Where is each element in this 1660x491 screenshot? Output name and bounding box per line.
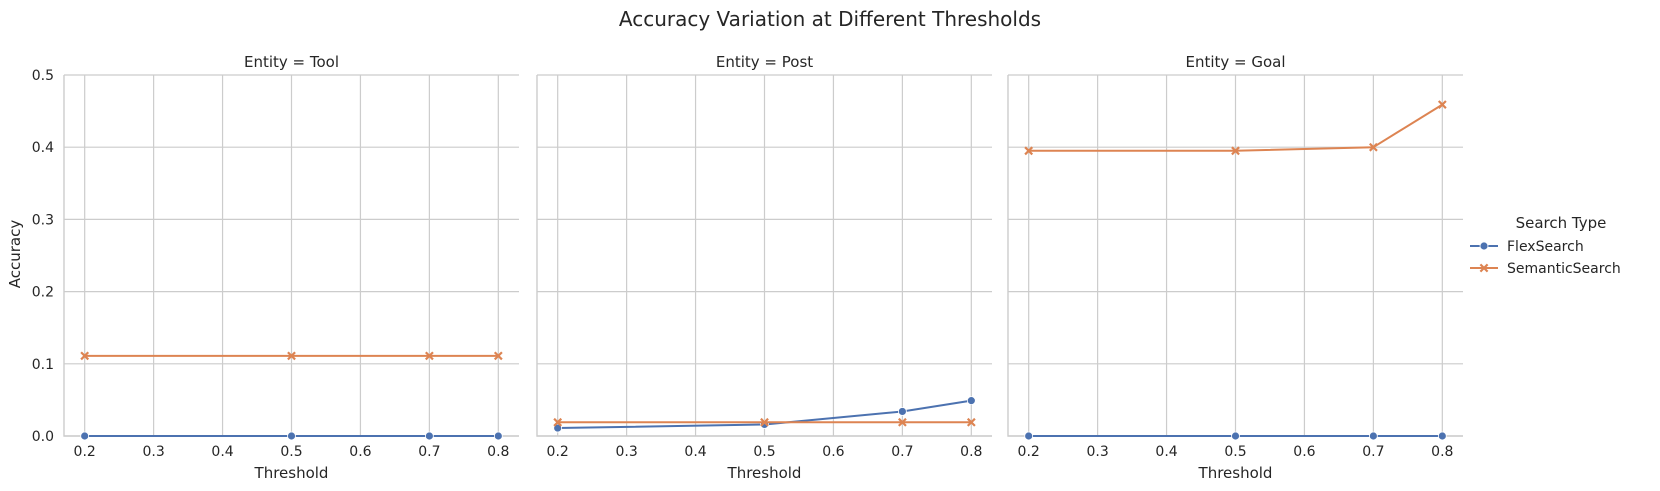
x-tick-label: 0.6 [349,444,371,460]
data-point-flexsearch [424,431,434,441]
data-point-semanticsearch [425,351,434,361]
data-point-semanticsearch [966,417,976,427]
x-tick-label: 0.5 [1224,444,1246,460]
legend-label: SemanticSearch [1507,261,1621,277]
x-tick-label: 0.7 [891,444,913,460]
x-tick-label: 0.8 [487,444,509,460]
y-tick-label: 0.4 [32,140,54,156]
x-tick-label: 0.4 [211,444,233,460]
axis-spine [536,75,992,437]
x-tick-label: 0.4 [684,444,706,460]
data-point-semanticsearch [493,351,503,361]
data-point-flexsearch [287,431,296,441]
series-line-flexsearch [557,399,972,430]
data-point-semanticsearch [1231,146,1240,156]
x-tick-label: 0.5 [753,444,775,460]
panel-title: Entity = Goal [1185,53,1285,71]
y-tick-label: 0.5 [32,68,54,84]
data-point-flexsearch [553,423,563,433]
x-tick-label: 0.2 [74,444,96,460]
x-axis-label: Threshold [1198,464,1273,482]
panels: 0.2 0.3 0.4 0.5 0.6 0.7 0.8 0.0 0.1 0.2 0.3 0.4 0.5 E… [32,53,1463,482]
data-point-flexsearch [1437,431,1447,441]
x-tick-label: 0.2 [547,444,569,460]
data-point-flexsearch [493,431,503,441]
legend-entry-flexsearch: FlexSearch [1470,239,1584,255]
panel-2: 0.2 0.3 0.4 0.5 0.6 0.7 0.8 Entity = Post Thresh… [536,53,992,482]
x-tick-label: 0.7 [418,444,440,460]
x-tick-label: 0.3 [142,444,164,460]
y-tick-label: 0.0 [32,429,54,445]
legend: Search Type FlexSearch SemanticSearch [1470,214,1621,277]
series-line-semanticsearch [1028,103,1443,152]
legend-entry-semanticsearch: SemanticSearch [1470,261,1621,277]
x-axis-label: Threshold [254,464,329,482]
data-point-flexsearch [1024,431,1034,441]
x-tick-label: 0.8 [960,444,982,460]
x-axis-label: Threshold [727,464,802,482]
x-tick-label: 0.5 [280,444,302,460]
y-tick-label: 0.2 [32,285,54,301]
data-point-flexsearch [80,431,90,441]
data-point-flexsearch [966,396,976,406]
data-point-flexsearch [897,407,907,416]
data-point-semanticsearch [898,417,907,427]
data-point-semanticsearch [80,351,90,361]
x-tick-label: 0.2 [1018,444,1040,460]
legend-swatch-marker [1479,241,1489,251]
panel-3: 0.2 0.3 0.4 0.5 0.6 0.7 0.8 Entity = Goal Thresh… [1007,53,1463,482]
legend-swatch-marker [1479,263,1489,273]
panel-title: Entity = Post [716,53,813,71]
data-point-flexsearch [1368,431,1378,441]
data-point-flexsearch [1231,431,1240,441]
x-tick-label: 0.6 [1293,444,1315,460]
x-tick-label: 0.3 [1086,444,1108,460]
x-tick-label: 0.3 [615,444,637,460]
x-tick-label: 0.7 [1362,444,1384,460]
y-tick-label: 0.3 [32,212,54,228]
panel-title: Entity = Tool [244,53,339,71]
legend-title: Search Type [1516,214,1607,232]
chart-title: Accuracy Variation at Different Threshol… [619,7,1041,31]
data-point-semanticsearch [1437,100,1447,109]
y-axis-label: Accuracy [6,220,24,289]
data-point-semanticsearch [553,417,563,427]
panel-1: 0.2 0.3 0.4 0.5 0.6 0.7 0.8 0.0 0.1 0.2 0.3 0.4 0.5 E… [32,53,519,482]
y-tick-label: 0.1 [32,357,54,373]
data-point-semanticsearch [760,417,769,427]
x-tick-label: 0.8 [1431,444,1453,460]
data-point-semanticsearch [1369,142,1378,152]
data-point-semanticsearch [287,351,296,361]
data-point-semanticsearch [1024,146,1034,156]
x-tick-label: 0.6 [822,444,844,460]
x-tick-label: 0.4 [1155,444,1177,460]
legend-label: FlexSearch [1507,239,1584,255]
